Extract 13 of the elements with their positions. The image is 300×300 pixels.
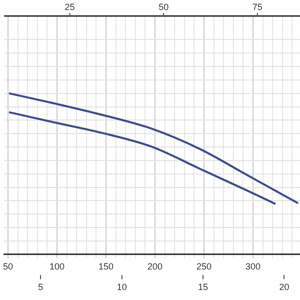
text: 25 [64, 2, 75, 12]
x2-tick-label: 10 [116, 282, 127, 292]
text: 50 [158, 2, 169, 12]
x-tick-label: 250 [196, 261, 212, 272]
x2-tick-label: 5 [38, 282, 44, 292]
x-tick-label: 100 [49, 261, 65, 272]
x2-tick-label: 20 [279, 282, 290, 292]
x2-tick-label: 15 [198, 282, 208, 292]
text: 75 [252, 2, 262, 12]
x-tick-label: 300 [245, 261, 260, 272]
x-tick-label: 150 [98, 261, 114, 272]
x-tick-label: 50 [3, 261, 14, 272]
x-tick-label: 200 [147, 261, 162, 272]
